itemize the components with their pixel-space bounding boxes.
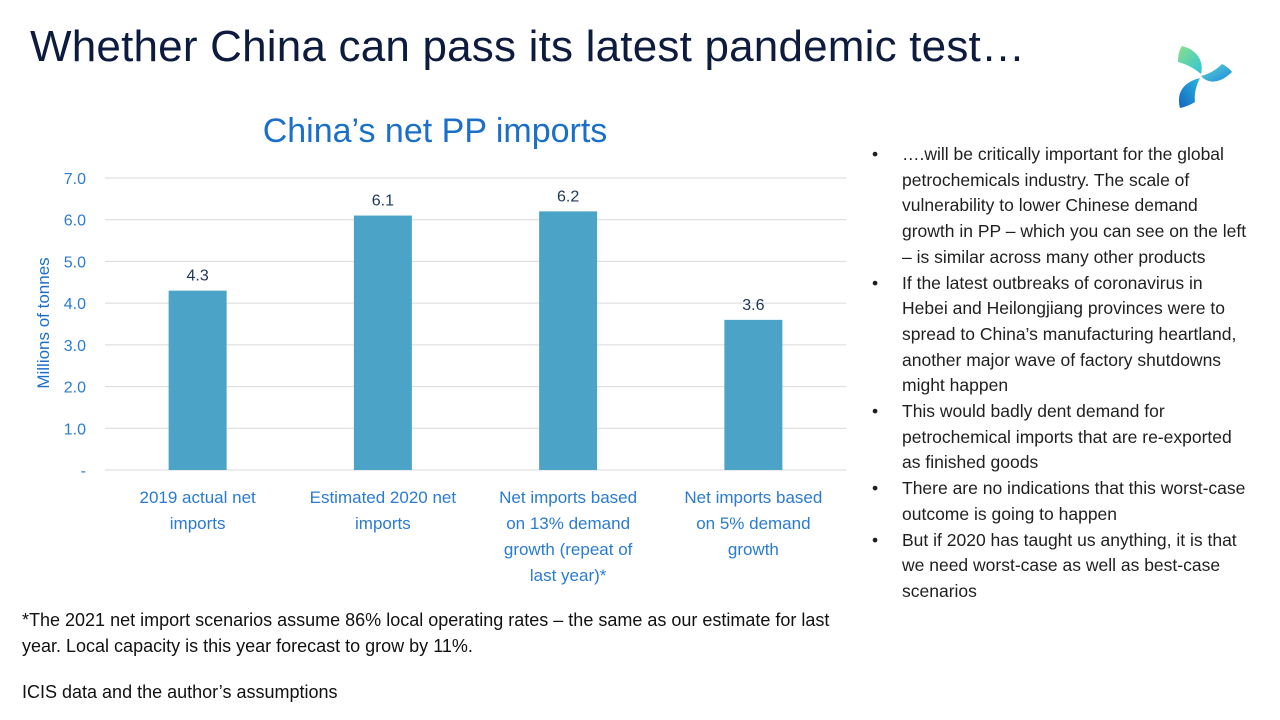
gridlines: [105, 177, 846, 471]
bullet-item: But if 2020 has taught us anything, it i…: [872, 528, 1252, 605]
y-tick-label: 4.0: [64, 296, 86, 313]
category-label: on 13% demand: [506, 514, 630, 533]
y-axis-label: Millions of tonnes: [34, 257, 53, 388]
data-label: 6.2: [557, 188, 579, 205]
three-petal-logo-icon: [1178, 46, 1232, 108]
slide-title: Whether China can pass its latest pandem…: [30, 22, 1026, 71]
y-tick-label: 6.0: [64, 213, 86, 230]
category-label: Estimated 2020 net: [310, 488, 457, 507]
bar-chart: - 1.0 2.0 3.0 4.0 5.0 6.0 7.0 4.3 2019 actual net…: [34, 171, 846, 585]
category-label: last year)*: [530, 566, 607, 585]
source-note: ICIS data and the author’s assumptions: [22, 682, 338, 702]
bar: [724, 319, 783, 470]
category-label: growth (repeat of: [504, 540, 633, 559]
commentary-bullet-list: ….will be critically important for the g…: [872, 142, 1252, 605]
category-label: growth: [728, 540, 779, 559]
category-label: 2019 actual net: [139, 488, 256, 507]
y-tick-label: 5.0: [64, 254, 86, 271]
category-label: Net imports based: [684, 488, 822, 507]
bullet-item: There are no indications that this worst…: [872, 476, 1252, 527]
bar: [539, 211, 598, 470]
category-label: on 5% demand: [696, 514, 810, 533]
y-tick-label: 2.0: [64, 380, 86, 397]
scenario-footnote: *The 2021 net import scenarios assume 86…: [22, 610, 830, 656]
data-label: 3.6: [742, 297, 764, 314]
bar: [353, 215, 412, 470]
bars: [168, 211, 783, 470]
y-tick-label: 7.0: [64, 171, 86, 188]
category-label: imports: [170, 514, 226, 533]
bullet-item: ….will be critically important for the g…: [872, 142, 1252, 271]
chart-title: China’s net PP imports: [262, 112, 608, 150]
y-tick-label: 3.0: [64, 338, 86, 355]
bullet-item: If the latest outbreaks of coronavirus i…: [872, 271, 1252, 400]
y-tick-label: 1.0: [64, 421, 86, 438]
bar: [168, 290, 227, 470]
data-label: 6.1: [372, 193, 394, 210]
y-tick-label: -: [81, 463, 86, 480]
labels: - 1.0 2.0 3.0 4.0 5.0 6.0 7.0 4.3 2019 actual net…: [64, 171, 823, 585]
bullet-item: This would badly dent demand for petroch…: [872, 399, 1252, 476]
data-label: 4.3: [187, 268, 209, 285]
category-label: imports: [355, 514, 411, 533]
category-label: Net imports based: [499, 488, 637, 507]
